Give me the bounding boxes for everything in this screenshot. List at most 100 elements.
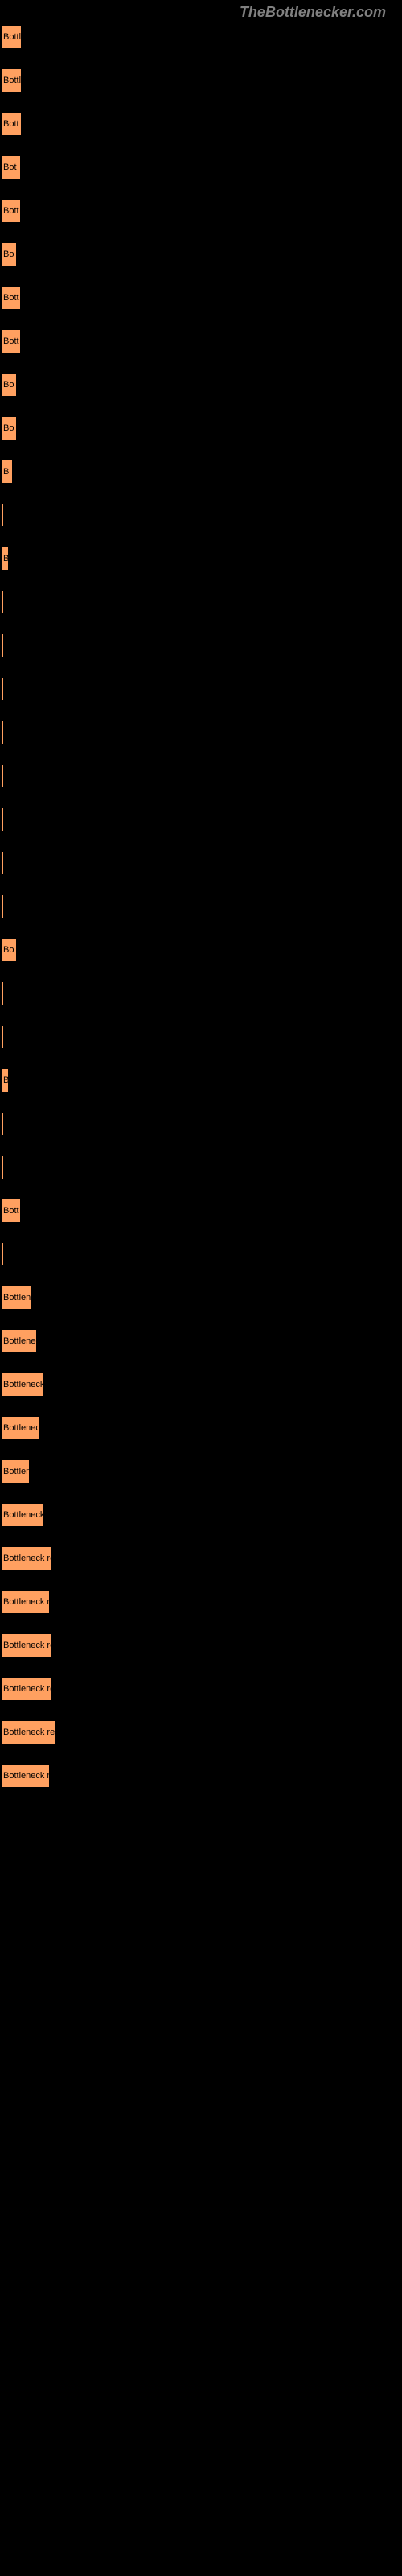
bar-label: B [3, 467, 9, 477]
bar-label: Bottle [3, 32, 23, 42]
bar [0, 676, 5, 702]
bar-row: Bottleneck re [0, 1589, 402, 1615]
bar-row [0, 1111, 402, 1137]
bar: B [0, 546, 10, 572]
bar: Bo [0, 242, 18, 267]
bar: Bott [0, 1198, 22, 1224]
bar-label: Bott [3, 336, 19, 346]
bar-row: Bot [0, 155, 402, 180]
bar: Bottlen [0, 1459, 31, 1484]
bar-label: Bottlen [3, 1467, 31, 1476]
bar [0, 894, 5, 919]
bar-row: Bottleneck [0, 1328, 402, 1354]
bar-label: B [3, 1075, 9, 1085]
bar-row: Bott [0, 328, 402, 354]
bar-row: Bottleneck r [0, 1372, 402, 1397]
bar-label: Bottleneck [3, 1336, 38, 1346]
bar: Bottleneck [0, 1415, 40, 1441]
bar-label: Bo [3, 945, 14, 955]
bar-label: Bottleneck res [3, 1554, 52, 1563]
bar-row [0, 894, 402, 919]
bar: Bott [0, 198, 22, 224]
bar-row: Bottleneck resu [0, 1719, 402, 1745]
bar [0, 633, 5, 658]
bar-row: Bottle [0, 24, 402, 50]
bar-row [0, 720, 402, 745]
bar-label: Bottleneck re [3, 1771, 51, 1781]
bar-row: Bottleneck res [0, 1546, 402, 1571]
bar-label: Bott [3, 206, 19, 216]
bar: Bo [0, 372, 18, 398]
bar-row: B [0, 546, 402, 572]
bar-row: Bottleneck res [0, 1633, 402, 1658]
bar-label: Bottlene [3, 1293, 32, 1302]
bar-row [0, 1241, 402, 1267]
bar: Bo [0, 415, 18, 441]
bar-row: Bott [0, 285, 402, 311]
bar: Bott [0, 111, 23, 137]
bar-row: Bo [0, 415, 402, 441]
header-brand: TheBottlenecker.com [240, 4, 386, 21]
bar [0, 1024, 5, 1050]
bar: Bottleneck res [0, 1676, 52, 1702]
bar: Bottlene [0, 1285, 32, 1311]
bar [0, 980, 5, 1006]
bar-row: Bott [0, 198, 402, 224]
bar-label: Bo [3, 380, 14, 390]
bar: Bott [0, 328, 22, 354]
bar-label: Bott [3, 1206, 19, 1216]
bar: Bottleneck re [0, 1763, 51, 1789]
bar-row: Bott [0, 111, 402, 137]
bar-row [0, 589, 402, 615]
bar: Bottle [0, 68, 23, 93]
bar-label: Bo [3, 423, 14, 433]
bar-row [0, 1024, 402, 1050]
bar: B [0, 459, 14, 485]
bar: Bottleneck r [0, 1372, 44, 1397]
bar-row: Bottleneck r [0, 1502, 402, 1528]
bar [0, 807, 5, 832]
bar [0, 1154, 5, 1180]
bar: Bottleneck re [0, 1589, 51, 1615]
bar-row: Bottleneck re [0, 1763, 402, 1789]
bar-row: Bottlen [0, 1459, 402, 1484]
bar-row: Bo [0, 372, 402, 398]
bar: Bottleneck res [0, 1546, 52, 1571]
bar: B [0, 1067, 10, 1093]
bar [0, 850, 5, 876]
bar: Bottleneck [0, 1328, 38, 1354]
bar: Bottleneck resu [0, 1719, 56, 1745]
bar-row: B [0, 459, 402, 485]
bar-label: Bott [3, 293, 19, 303]
bar [0, 1111, 5, 1137]
bar-label: Bottle [3, 76, 23, 85]
bar-row: Bottle [0, 68, 402, 93]
bar-chart: Bottle Bottle Bott Bot Bott Bo Bott Bott Bo Bo B B B… [0, 0, 402, 1789]
bar [0, 502, 5, 528]
bar-row: Bo [0, 242, 402, 267]
bar-label: Bottleneck r [3, 1510, 44, 1520]
bar-row [0, 980, 402, 1006]
bar: Bot [0, 155, 22, 180]
bar-label: Bot [3, 163, 17, 172]
bar: Bott [0, 285, 22, 311]
bar-row: Bott [0, 1198, 402, 1224]
bar [0, 720, 5, 745]
bar-row [0, 807, 402, 832]
bar: Bottle [0, 24, 23, 50]
bar [0, 589, 5, 615]
bar-row [0, 502, 402, 528]
bar-label: Bottleneck resu [3, 1728, 56, 1737]
bar-row [0, 1154, 402, 1180]
bar [0, 763, 5, 789]
bar-row [0, 763, 402, 789]
bar-row: B [0, 1067, 402, 1093]
bar-label: Bottleneck re [3, 1597, 51, 1607]
bar-row [0, 633, 402, 658]
bar-label: Bottleneck [3, 1423, 40, 1433]
bar-label: Bott [3, 119, 19, 129]
bar: Bottleneck r [0, 1502, 44, 1528]
bar-row [0, 676, 402, 702]
bar-row: Bottleneck [0, 1415, 402, 1441]
bar-label: B [3, 554, 9, 564]
